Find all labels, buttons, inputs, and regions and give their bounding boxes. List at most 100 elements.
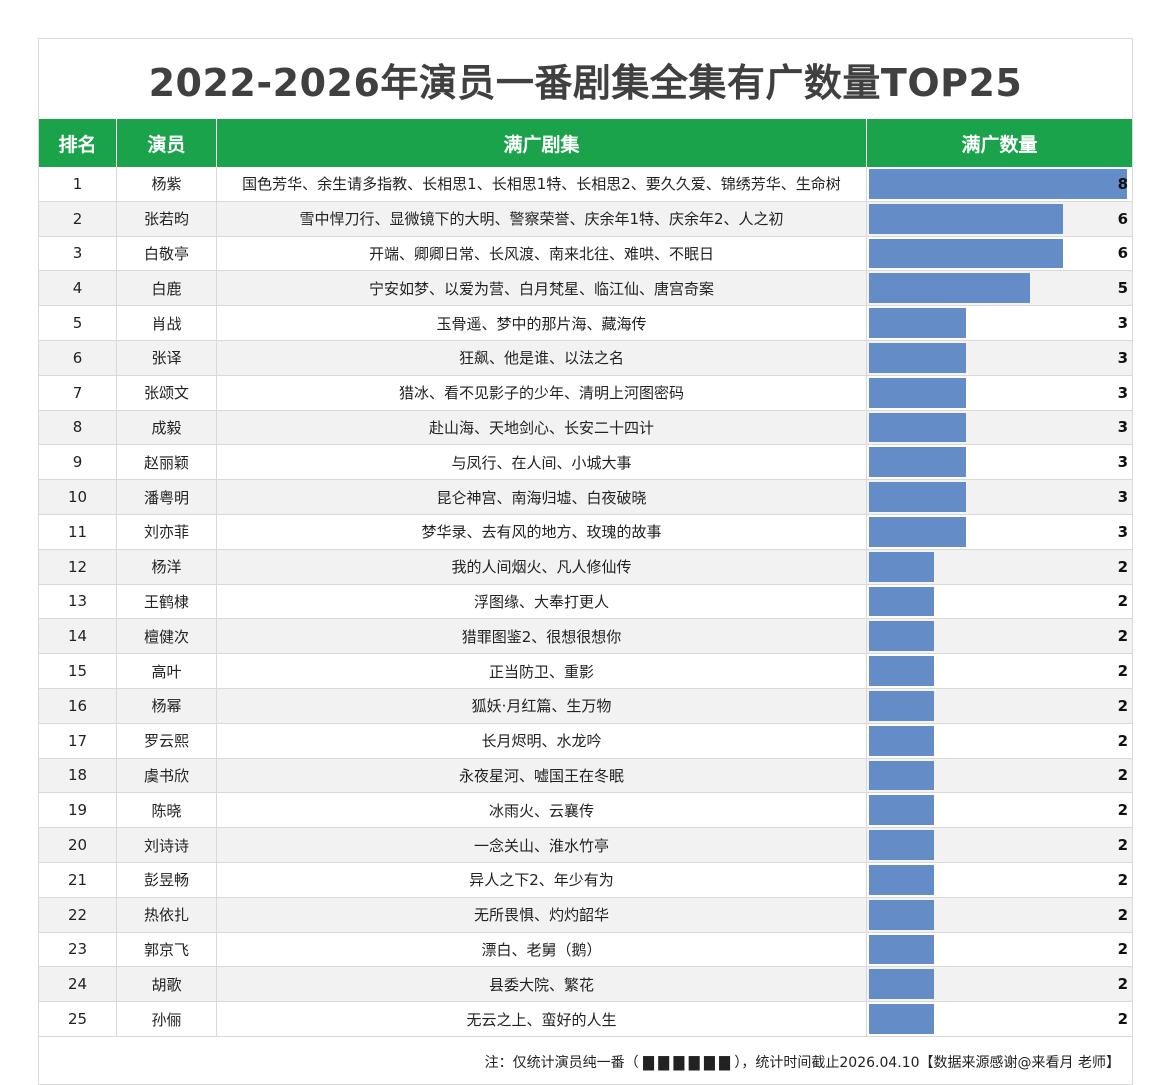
count-cell: 3 <box>867 445 1132 479</box>
rank-cell: 6 <box>39 340 117 375</box>
bar-value-label: 8 <box>1117 174 1128 193</box>
count-cell: 2 <box>867 759 1132 793</box>
dramas-cell: 梦华录、去有风的地方、玫瑰的故事 <box>217 514 867 549</box>
table-row: 24 胡歌 县委大院、繁花 2 <box>39 967 1132 1003</box>
bar-21 <box>869 864 934 895</box>
dramas-cell: 县委大院、繁花 <box>217 967 867 1002</box>
header-rank: 排名 <box>39 119 117 167</box>
bar-value-label: 2 <box>1117 870 1128 889</box>
bar-24 <box>869 969 934 1000</box>
bar-14 <box>869 621 934 652</box>
bar-25 <box>869 1004 934 1034</box>
bar-value-label: 3 <box>1117 348 1128 367</box>
rank-cell: 12 <box>39 549 117 584</box>
rank-cell: 18 <box>39 758 117 793</box>
rank-cell: 4 <box>39 271 117 306</box>
bar-value-label: 6 <box>1117 244 1128 263</box>
footnote: 注：仅统计演员纯一番（ ▇ ▇ ▇ ▇ ▇ ▇ ），统计时间截止2026.04.… <box>484 1054 1120 1071</box>
bar-value-label: 3 <box>1117 522 1128 541</box>
actor-cell: 杨洋 <box>117 549 217 584</box>
bar-value-label: 3 <box>1117 383 1128 402</box>
header-dramas: 满广剧集 <box>217 119 867 167</box>
bar-value-label: 2 <box>1117 696 1128 715</box>
bar-value-label: 2 <box>1117 662 1128 681</box>
bar-20 <box>869 830 934 860</box>
dramas-cell: 一念关山、淮水竹亭 <box>217 828 867 862</box>
chart-frame: 2022-2026年演员一番剧集全集有广数量TOP25 排名 演员 满广剧集 满… <box>38 38 1133 1085</box>
header-count: 满广数量 <box>961 133 1038 156</box>
count-cell: 3 <box>867 411 1132 445</box>
table-row: 9 赵丽颖 与凤行、在人间、小城大事 3 <box>39 445 1132 481</box>
bar-16 <box>869 690 934 721</box>
table-row: 5 肖战 玉骨遥、梦中的那片海、藏海传 3 <box>39 306 1132 341</box>
bar-value-label: 2 <box>1117 801 1128 820</box>
rank-cell: 1 <box>39 167 117 201</box>
rank-cell: 3 <box>39 236 117 271</box>
actor-cell: 热依扎 <box>117 897 217 932</box>
bar-value-label: 2 <box>1117 940 1128 959</box>
actor-cell: 成毅 <box>117 410 217 445</box>
count-cell: 2 <box>867 828 1132 862</box>
dramas-cell: 猎冰、看不见影子的少年、清明上河图密码 <box>217 375 867 410</box>
dramas-cell: 与凤行、在人间、小城大事 <box>217 445 867 480</box>
table-row: 14 檀健次 猎罪图鉴2、很想很想你 2 <box>39 619 1132 655</box>
bar-value-label: 3 <box>1117 314 1128 333</box>
count-cell: 5 <box>867 271 1132 305</box>
bar-4 <box>869 273 1031 304</box>
rank-cell: 24 <box>39 967 117 1002</box>
dramas-cell: 狂飙、他是谁、以法之名 <box>217 340 867 375</box>
dramas-cell: 无所畏惧、灼灼韶华 <box>217 897 867 932</box>
actor-cell: 刘亦菲 <box>117 514 217 549</box>
actor-cell: 陈晓 <box>117 793 217 828</box>
bar-1 <box>869 169 1127 199</box>
actor-cell: 高叶 <box>117 654 217 688</box>
bar-value-label: 2 <box>1117 905 1128 924</box>
bar-22 <box>869 899 934 930</box>
bar-value-label: 2 <box>1117 731 1128 750</box>
count-cell: 2 <box>867 724 1132 758</box>
count-cell: 2 <box>867 550 1132 584</box>
count-cell: 2 <box>867 793 1132 827</box>
actor-cell: 张译 <box>117 340 217 375</box>
dramas-cell: 昆仑神宫、南海归墟、白夜破晓 <box>217 480 867 514</box>
actor-cell: 檀健次 <box>117 619 217 654</box>
rank-cell: 23 <box>39 932 117 967</box>
bar-value-label: 2 <box>1117 627 1128 646</box>
bar-value-label: 2 <box>1117 975 1128 994</box>
bar-3 <box>869 238 1063 269</box>
rank-cell: 10 <box>39 480 117 514</box>
bar-value-label: 3 <box>1117 453 1128 472</box>
count-cell: 8 <box>867 167 1132 201</box>
count-cell: 3 <box>867 515 1132 549</box>
count-cell: 2 <box>867 619 1132 653</box>
bar-value-label: 2 <box>1117 836 1128 855</box>
actor-cell: 王鹤棣 <box>117 584 217 619</box>
dramas-cell: 异人之下2、年少有为 <box>217 862 867 897</box>
dramas-cell: 玉骨遥、梦中的那片海、藏海传 <box>217 306 867 340</box>
actor-cell: 白鹿 <box>117 271 217 306</box>
bar-23 <box>869 934 934 965</box>
bar-5 <box>869 308 966 338</box>
dramas-cell: 无云之上、蛮好的人生 <box>217 1002 867 1036</box>
bar-12 <box>869 551 934 582</box>
table-row: 3 白敬亭 开端、卿卿日常、长风渡、南来北往、难哄、不眠日 6 <box>39 236 1132 272</box>
bar-value-label: 5 <box>1117 279 1128 298</box>
actor-cell: 张若昀 <box>117 201 217 236</box>
bar-9 <box>869 447 966 478</box>
table-row: 1 杨紫 国色芳华、余生请多指教、长相思1、长相思1特、长相思2、要久久爱、锦绣芳华… <box>39 167 1132 202</box>
table-row: 12 杨洋 我的人间烟火、凡人修仙传 2 <box>39 549 1132 585</box>
dramas-cell: 正当防卫、重影 <box>217 654 867 688</box>
count-cell: 3 <box>867 376 1132 410</box>
table-row: 4 白鹿 宁安如梦、以爱为营、白月梵星、临江仙、唐宫奇案 5 <box>39 271 1132 307</box>
rank-cell: 13 <box>39 584 117 619</box>
table-row: 11 刘亦菲 梦华录、去有风的地方、玫瑰的故事 3 <box>39 514 1132 550</box>
table-row: 18 虞书欣 永夜星河、嘘国王在冬眠 2 <box>39 758 1132 794</box>
dramas-cell: 长月烬明、水龙吟 <box>217 723 867 758</box>
actor-cell: 胡歌 <box>117 967 217 1002</box>
bar-19 <box>869 795 934 826</box>
dramas-cell: 雪中悍刀行、显微镜下的大明、警察荣誉、庆余年1特、庆余年2、人之初 <box>217 201 867 236</box>
table-row: 15 高叶 正当防卫、重影 2 <box>39 654 1132 689</box>
rank-cell: 11 <box>39 514 117 549</box>
count-cell: 3 <box>867 341 1132 375</box>
bar-13 <box>869 586 934 617</box>
